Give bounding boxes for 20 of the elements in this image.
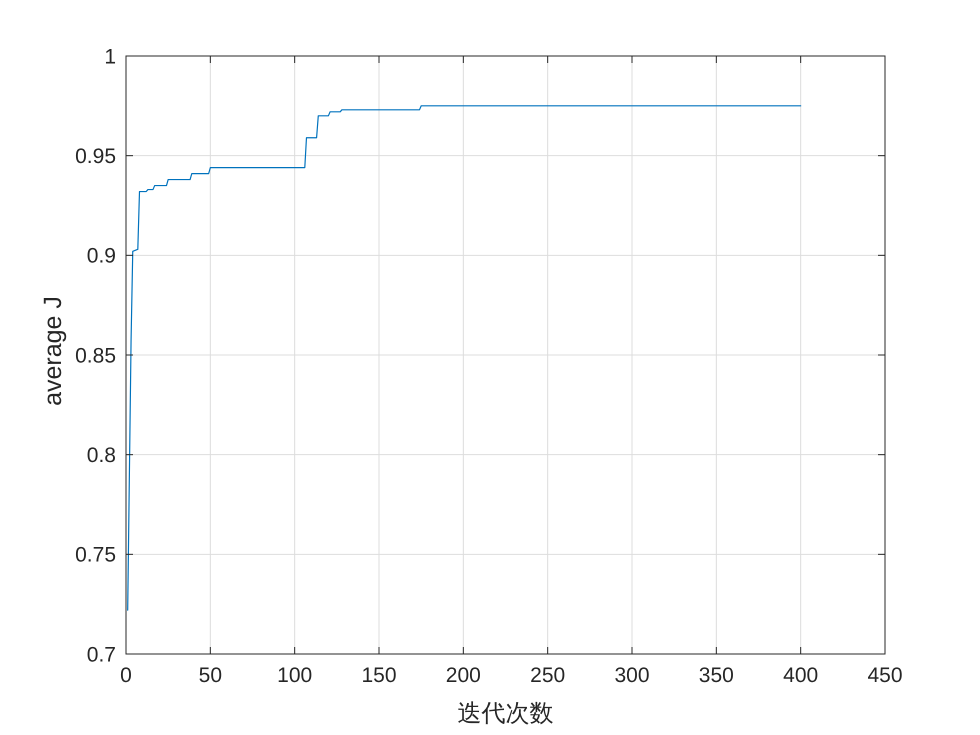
x-tick-label: 300 — [614, 664, 650, 688]
y-tick-label: 0.9 — [86, 244, 116, 268]
y-tick-label: 0.8 — [86, 444, 116, 468]
x-axis-title: 迭代次数 — [458, 699, 554, 727]
x-tick-label: 150 — [361, 664, 397, 688]
line-series — [127, 105, 802, 611]
x-tick-label: 200 — [446, 664, 481, 688]
x-tick-label: 50 — [198, 664, 222, 688]
y-axis-title: average J — [39, 296, 67, 406]
y-tick-label: 1 — [104, 45, 116, 68]
y-tick-label: 0.7 — [86, 643, 116, 666]
x-tick-label: 400 — [783, 664, 818, 688]
x-tick-label: 0 — [120, 664, 132, 688]
x-tick-label: 250 — [530, 664, 566, 688]
x-tick-label: 100 — [277, 664, 312, 688]
x-tick-label: 350 — [698, 664, 734, 688]
y-tick-label: 0.75 — [75, 544, 116, 567]
y-tick-label: 0.85 — [75, 344, 116, 368]
y-tick-label: 0.95 — [75, 145, 116, 168]
x-tick-label: 450 — [867, 664, 903, 688]
